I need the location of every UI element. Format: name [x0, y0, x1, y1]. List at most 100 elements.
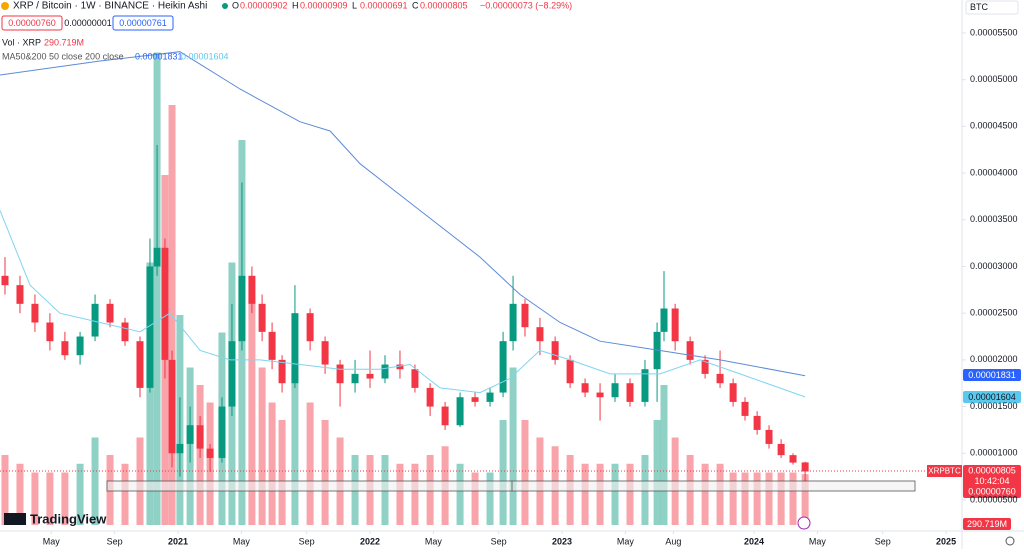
candle-body	[581, 383, 589, 393]
volume-bar	[753, 472, 761, 525]
candle-body	[321, 341, 329, 365]
volume-bar	[509, 367, 517, 525]
candle-body	[76, 336, 84, 356]
x-tick-label: May	[43, 536, 61, 546]
drawing-box[interactable]	[106, 480, 916, 492]
volume-bar	[153, 52, 161, 525]
ohlc-key: L	[352, 0, 357, 10]
buy-button[interactable]	[112, 15, 174, 31]
logo[interactable]: TradingView	[30, 511, 107, 526]
ma-legend[interactable]: MA50&200 50 close 200 close	[2, 51, 124, 61]
volume-bar	[596, 463, 604, 525]
volume-bar	[456, 463, 464, 525]
last-price: 0.00000805	[968, 465, 1016, 475]
y-tick-label: 0.00002000	[970, 354, 1018, 364]
x-tick-label: 2021	[168, 536, 188, 546]
candle-body	[801, 462, 809, 472]
y-tick-label: 0.00002500	[970, 308, 1018, 318]
x-tick-label: 2023	[552, 536, 572, 546]
candle-body	[248, 275, 256, 304]
candle-body	[789, 455, 797, 463]
y-tick-label: 0.00000500	[970, 494, 1018, 504]
spread: 0.00000001	[64, 18, 112, 28]
candle-body	[16, 285, 24, 304]
candle-body	[46, 322, 54, 342]
ma-line	[0, 51, 806, 377]
candle-body	[176, 443, 184, 454]
volume-bar	[76, 463, 84, 525]
buy-price[interactable]: 0.00000761	[119, 18, 167, 28]
candle-body	[499, 341, 507, 393]
price-label-bg	[963, 465, 1021, 498]
volume-bar	[765, 472, 773, 525]
candle-body	[258, 303, 266, 332]
settings-icon[interactable]	[1005, 536, 1015, 546]
status-dot	[222, 3, 228, 9]
candle-body	[471, 397, 479, 402]
sell-button[interactable]	[1, 15, 63, 31]
candle-body	[456, 397, 464, 426]
candle-body	[186, 425, 194, 444]
sell-price[interactable]: 0.00000760	[8, 18, 56, 28]
x-tick-label: Sep	[299, 536, 315, 546]
flash-icon[interactable]	[797, 516, 811, 530]
ma-line	[0, 210, 806, 398]
volume-bar	[91, 437, 99, 525]
volume-bar	[701, 463, 709, 525]
volume-label: 290.719M	[967, 519, 1007, 529]
volume-bar	[61, 472, 69, 525]
candle-body	[291, 313, 299, 384]
candle-body	[228, 341, 236, 407]
candle-body	[306, 313, 314, 342]
candle-body	[381, 364, 389, 379]
currency-select[interactable]	[965, 0, 1019, 15]
volume-bar	[321, 420, 329, 525]
candle-body	[366, 373, 374, 379]
volume-legend[interactable]: Vol · XRP	[2, 37, 41, 47]
candle-body	[206, 448, 214, 458]
x-tick-label: Sep	[107, 536, 123, 546]
x-tick-label: May	[809, 536, 827, 546]
volume-bar	[121, 463, 129, 525]
candle-body	[218, 406, 226, 458]
candle-body	[551, 341, 559, 360]
x-tick-label: Aug	[665, 536, 681, 546]
volume-bar	[258, 367, 266, 525]
volume-label-bg	[963, 518, 1011, 530]
volume-bar	[411, 463, 419, 525]
candle-body	[31, 303, 39, 323]
volume-bar	[611, 463, 619, 525]
currency[interactable]: BTC	[970, 2, 989, 12]
candle-body	[153, 247, 161, 267]
candle-body	[268, 331, 276, 360]
y-tick-label: 0.00005000	[970, 74, 1018, 84]
candle-body	[161, 247, 169, 360]
ohlc-key: C	[412, 0, 419, 10]
ma50-label-bg	[963, 391, 1021, 403]
candle-body	[278, 359, 286, 384]
x-tick-label: May	[617, 536, 635, 546]
ohlc-value: 0.00000909	[300, 0, 348, 10]
volume-bar	[581, 463, 589, 525]
ohlc-key: H	[292, 0, 299, 10]
x-tick-label: 2025	[936, 536, 956, 546]
volume-bar	[499, 420, 507, 525]
symbol-icon	[1, 2, 9, 10]
candle-body	[1, 275, 9, 286]
plot	[0, 51, 809, 525]
volume-bar	[1, 455, 9, 525]
volume-bar	[471, 472, 479, 525]
symbol[interactable]: XRP / Bitcoin · 1W · BINANCE · Heikin As…	[13, 1, 207, 12]
candle-body	[765, 429, 773, 444]
countdown: 10:42:04	[974, 476, 1009, 486]
candle-body	[660, 308, 668, 332]
candle-body	[741, 401, 749, 416]
candle-body	[336, 364, 344, 384]
ohlc-value: 0.00000691	[360, 0, 408, 10]
candle-body	[509, 303, 517, 342]
candle-body	[777, 443, 785, 456]
candle-body	[596, 392, 604, 398]
